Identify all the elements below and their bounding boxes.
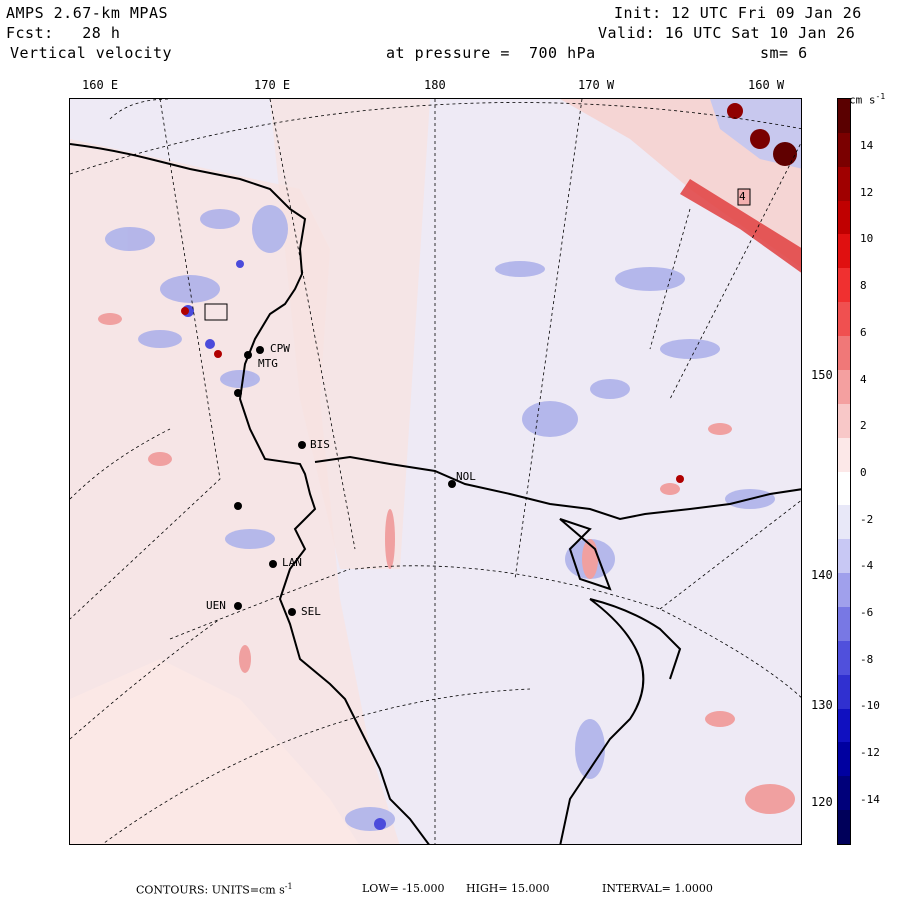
colorbar-tick-label: -6 bbox=[860, 606, 874, 619]
positive-region-ross bbox=[270, 99, 430, 569]
colorbar-swatch bbox=[838, 302, 850, 337]
map-panel[interactable]: CPW MTG BIS NOL LAN SEL UEN 4 bbox=[69, 98, 802, 845]
pressure-level: at pressure = 700 hPa bbox=[386, 44, 596, 62]
map-svg bbox=[70, 99, 801, 844]
contour-label: 4 bbox=[739, 190, 746, 203]
colorbar-swatch bbox=[838, 674, 850, 710]
init-time: Init: 12 UTC Fri 09 Jan 26 bbox=[614, 4, 862, 22]
colorbar-tick-label: 4 bbox=[860, 372, 867, 386]
forecast-hour: Fcst: 28 h bbox=[6, 24, 121, 42]
colorbar-tick-label: 0 bbox=[860, 465, 867, 479]
updraft-core bbox=[773, 142, 797, 166]
station-cpw[interactable]: CPW bbox=[270, 342, 290, 355]
colorbar-swatch bbox=[838, 437, 850, 472]
station-markers bbox=[234, 346, 456, 616]
station-sel[interactable]: SEL bbox=[301, 605, 321, 618]
colorbar-swatch bbox=[838, 268, 850, 303]
colorbar-swatch bbox=[838, 403, 850, 439]
colorbar-swatch bbox=[838, 471, 850, 506]
colorbar-tick-label: 14 bbox=[860, 139, 874, 152]
footer-high: HIGH= 15.000 bbox=[466, 882, 550, 895]
colorbar-swatch bbox=[838, 336, 850, 371]
variable-name: Vertical velocity bbox=[10, 44, 173, 62]
footer-low: LOW= -15.000 bbox=[362, 882, 445, 895]
valid-time: Valid: 16 UTC Sat 10 Jan 26 bbox=[598, 24, 856, 42]
colorbar-tick-label: -2 bbox=[860, 512, 874, 526]
strong-updraft-band bbox=[680, 179, 801, 273]
colorbar-swatch bbox=[838, 505, 850, 540]
colorbar-tick-label: 12 bbox=[860, 185, 874, 199]
colorbar-tick-label: -10 bbox=[860, 699, 880, 713]
colorbar-swatch bbox=[838, 369, 850, 405]
updraft-cells bbox=[98, 313, 795, 814]
colorbar-swatch bbox=[838, 234, 850, 269]
colorbar-swatch bbox=[838, 776, 850, 811]
colorbar-swatch bbox=[838, 708, 850, 743]
strong-updraft-cells bbox=[181, 307, 684, 483]
colorbar-tick-label: -8 bbox=[860, 652, 874, 666]
contour-label-box bbox=[737, 188, 751, 206]
downdraft-cells bbox=[105, 205, 775, 831]
model-title: AMPS 2.67-km MPAS bbox=[6, 4, 169, 22]
colorbar-tick-label: -12 bbox=[860, 746, 880, 760]
colorbar bbox=[837, 98, 851, 845]
inset-box bbox=[204, 303, 228, 321]
colorbar-swatch bbox=[838, 742, 850, 777]
colorbar-tick-label: 10 bbox=[860, 232, 874, 246]
smoothing-value: sm= 6 bbox=[760, 44, 808, 62]
colorbar-swatch bbox=[838, 539, 850, 574]
colorbar-swatch bbox=[838, 640, 850, 676]
colorbar-tick-label: -14 bbox=[860, 792, 880, 806]
station-lan[interactable]: LAN bbox=[282, 556, 302, 569]
coastline bbox=[70, 143, 801, 844]
colorbar-swatch bbox=[838, 166, 850, 202]
updraft-core bbox=[750, 129, 770, 149]
colorbar-swatch bbox=[838, 573, 850, 608]
updraft-core bbox=[727, 103, 743, 119]
colorbar-tick-label: 8 bbox=[860, 279, 867, 293]
station-mtg[interactable]: MTG bbox=[258, 357, 278, 370]
footer-contours: CONTOURS: UNITS=cm s-1 bbox=[136, 882, 293, 897]
colorbar-swatch bbox=[838, 606, 850, 642]
colorbar-tick-label: -4 bbox=[860, 559, 874, 573]
lon-label-180: 180 bbox=[424, 78, 446, 92]
colorbar-units: cm s-1 bbox=[849, 92, 886, 107]
station-bis[interactable]: BIS bbox=[310, 438, 330, 451]
colorbar-swatch bbox=[838, 810, 850, 845]
colorbar-swatch bbox=[838, 200, 850, 235]
positive-region-southwest bbox=[70, 659, 359, 844]
colorbar-swatch bbox=[838, 99, 850, 134]
footer-interval: INTERVAL= 1.0000 bbox=[602, 882, 713, 895]
colorbar-swatch bbox=[838, 132, 850, 168]
lon-label-170e: 170 E bbox=[254, 78, 291, 92]
graticule bbox=[70, 99, 801, 844]
colorbar-tick-label: 6 bbox=[860, 325, 867, 339]
station-uen[interactable]: UEN bbox=[206, 599, 226, 612]
lon-label-160e: 160 E bbox=[82, 78, 119, 92]
lon-label-170w: 170 W bbox=[578, 78, 615, 92]
station-nol[interactable]: NOL bbox=[456, 470, 476, 483]
colorbar-tick-label: 2 bbox=[860, 419, 867, 433]
lon-label-160w: 160 W bbox=[748, 78, 785, 92]
